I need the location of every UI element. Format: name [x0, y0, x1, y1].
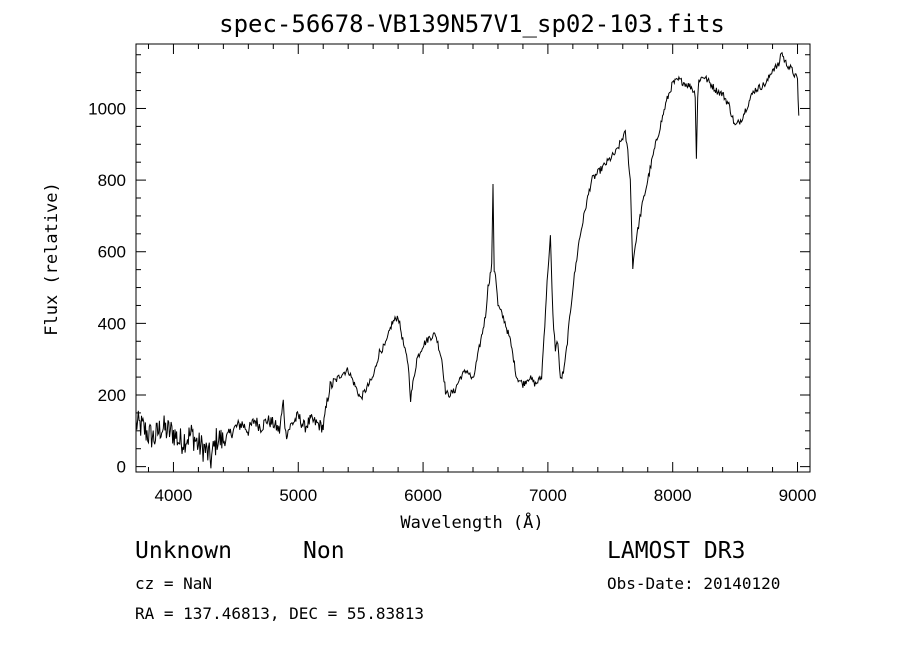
- y-tick-label: 200: [98, 386, 126, 405]
- observation-date: Obs-Date: 20140120: [607, 574, 780, 593]
- y-axis-ticks: [136, 54, 810, 468]
- object-subclass: Non: [303, 538, 345, 564]
- survey-label: LAMOST DR3: [607, 538, 745, 564]
- ra-dec-coordinates: RA = 137.46813, DEC = 55.83813: [135, 604, 424, 623]
- x-tick-label: 8000: [654, 486, 692, 505]
- x-tick-labels: 4000 5000 6000 7000 8000 9000: [155, 486, 817, 505]
- y-tick-label: 400: [98, 314, 126, 333]
- plot-frame: [135, 43, 811, 473]
- y-tick-label: 0: [117, 458, 126, 477]
- redshift-cz: cz = NaN: [135, 574, 212, 593]
- x-tick-label: 5000: [279, 486, 317, 505]
- y-tick-label: 1000: [88, 99, 126, 118]
- x-tick-label: 4000: [155, 486, 193, 505]
- plot-area: [135, 43, 811, 473]
- object-class: Unknown: [135, 538, 232, 564]
- y-tick-labels: 0 200 400 600 800 1000: [88, 99, 126, 476]
- y-tick-label: 600: [98, 243, 126, 262]
- spectrum-line: [135, 51, 800, 469]
- x-tick-label: 9000: [779, 486, 817, 505]
- x-tick-label: 7000: [529, 486, 567, 505]
- x-tick-label: 6000: [404, 486, 442, 505]
- y-tick-label: 800: [98, 171, 126, 190]
- chart-title: spec-56678-VB139N57V1_sp02-103.fits: [219, 10, 725, 38]
- y-axis-label: Flux (relative): [42, 182, 62, 336]
- x-axis-label: Wavelength (Å): [400, 511, 543, 533]
- x-axis-ticks: [147, 44, 799, 472]
